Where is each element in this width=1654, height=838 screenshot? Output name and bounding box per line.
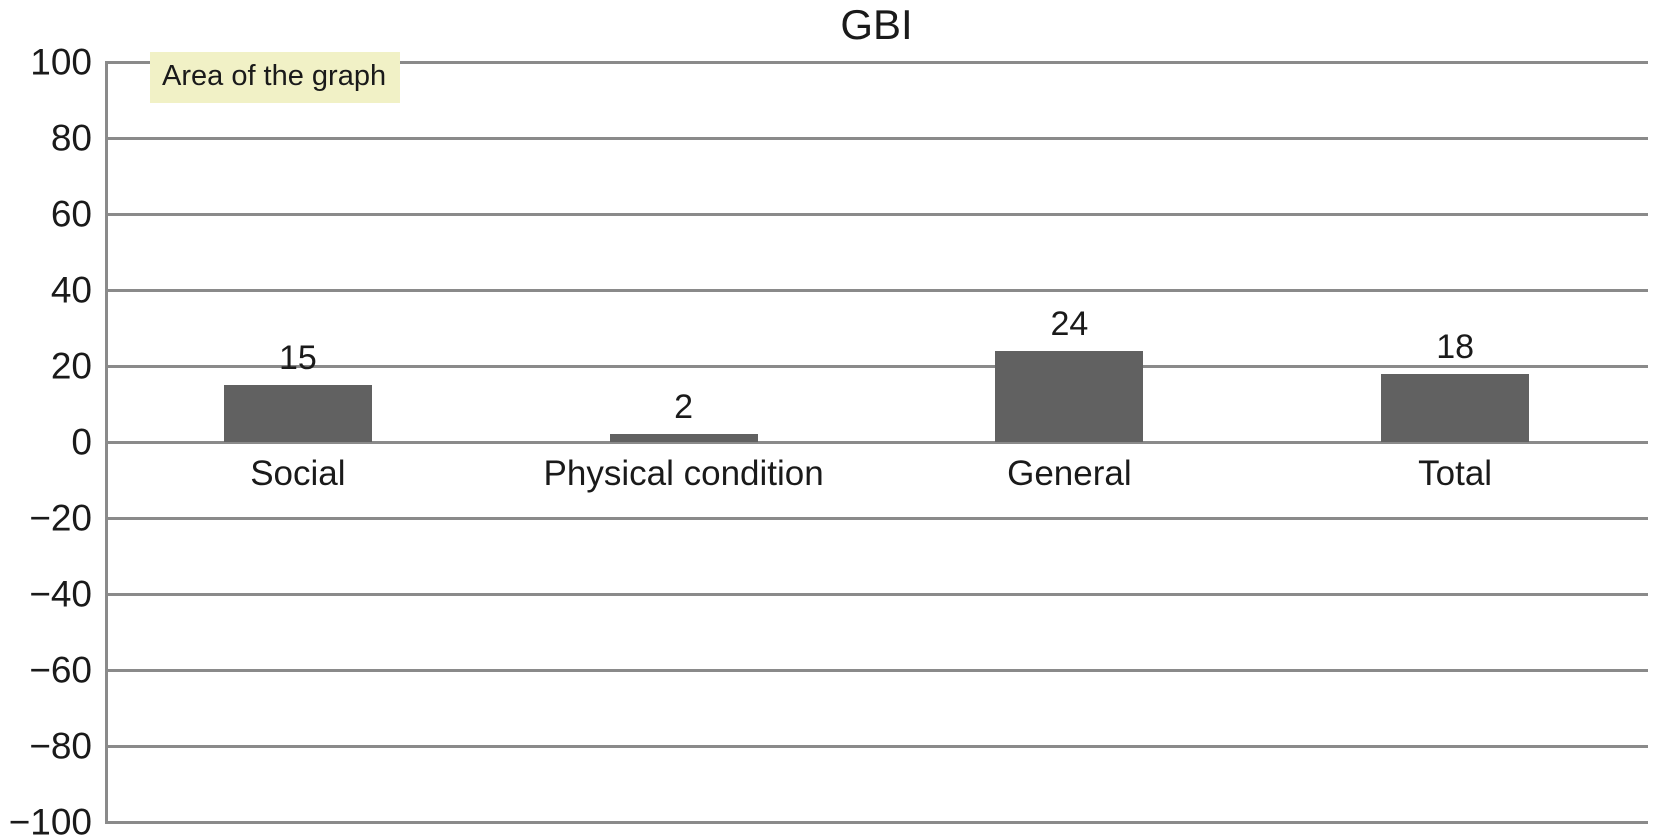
gridline (105, 288, 1648, 292)
y-tick-label: 40 (50, 269, 92, 311)
bar-slot: 15 Social (105, 62, 491, 822)
bar-value-label: 18 (1436, 327, 1475, 366)
y-tick-label: −20 (29, 497, 92, 539)
bar (223, 385, 372, 442)
y-axis-line (105, 62, 108, 824)
bar-slot: 24 General (877, 62, 1263, 822)
bar-slot: 18 Total (1262, 62, 1648, 822)
y-tick-label: −60 (29, 649, 92, 691)
y-tick-label: 80 (50, 117, 92, 159)
chart-title: GBI (840, 1, 913, 48)
gridline (105, 820, 1648, 824)
bar-value-label: 24 (1050, 304, 1089, 343)
bars: 15 Social 2 Physical condition 24 General 18 To… (105, 62, 1648, 822)
gridline (105, 440, 1648, 444)
gridline (105, 668, 1648, 672)
bar-slot: 2 Physical condition (491, 62, 877, 822)
y-tick-label: −80 (29, 725, 92, 767)
y-axis-tick-labels: 100 80 60 40 20 0 −20 −40 −60 −80 −100 (0, 44, 92, 838)
category-label: Physical condition (543, 454, 824, 493)
gridline (105, 744, 1648, 748)
y-tick-label: 20 (50, 345, 92, 387)
gridline (105, 212, 1648, 216)
y-tick-label: 100 (30, 41, 92, 83)
gridline (105, 516, 1648, 520)
gridline (105, 60, 1648, 64)
gridline (105, 592, 1648, 596)
y-tick-label: −40 (29, 573, 92, 615)
y-tick-label: −100 (8, 801, 92, 838)
bar-value-label: 2 (674, 388, 694, 427)
y-tick-label: 60 (50, 193, 92, 235)
plot-area: Area of the graph 15 Social 2 Physical cond… (105, 52, 1648, 824)
y-tick-label: 0 (71, 421, 92, 463)
bar (609, 434, 758, 442)
plot-area-annotation: Area of the graph (150, 52, 401, 104)
bar-value-label: 15 (278, 339, 317, 377)
category-label: Total (1418, 454, 1493, 493)
category-label: General (1007, 454, 1132, 493)
gridline (105, 364, 1648, 368)
bar (995, 350, 1144, 442)
category-label: Social (250, 454, 346, 493)
gridline (105, 136, 1648, 140)
bar (1381, 373, 1530, 442)
